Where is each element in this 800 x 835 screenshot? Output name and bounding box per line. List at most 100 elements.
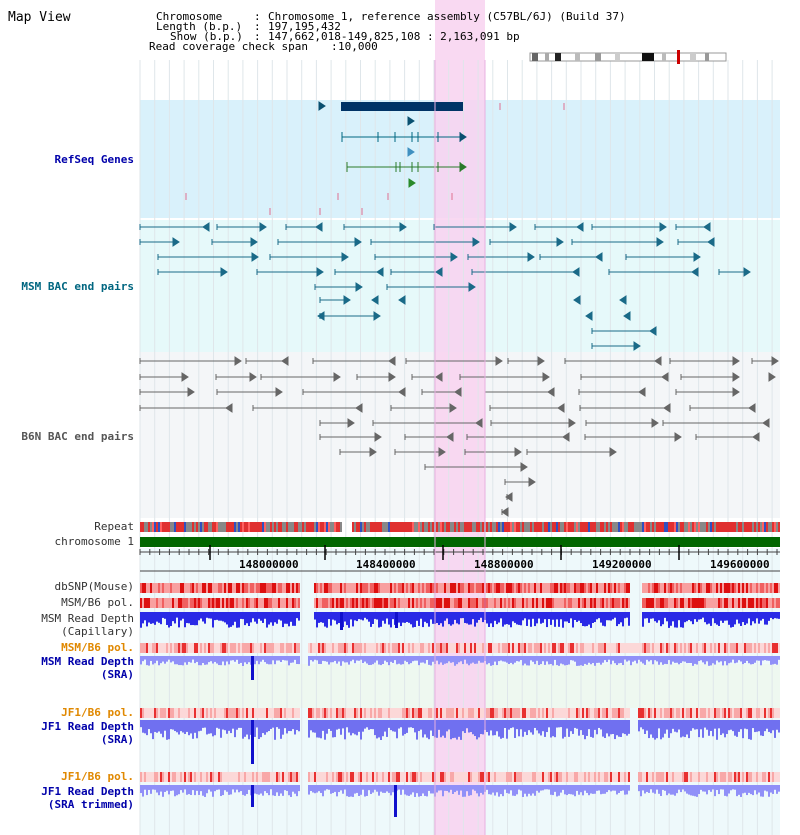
- depth-bar: [594, 785, 596, 794]
- polymorphism-segment: [724, 708, 726, 718]
- polymorphism-segment: [396, 598, 398, 608]
- polymorphism-segment: [336, 772, 338, 782]
- polymorphism-segment: [534, 708, 536, 718]
- polymorphism-segment: [622, 772, 624, 782]
- polymorphism-segment: [772, 772, 774, 782]
- depth-bar: [140, 656, 142, 665]
- bac-end-arrow-icon: [527, 252, 535, 262]
- depth-bar: [728, 785, 730, 794]
- polymorphism-segment: [404, 583, 406, 593]
- depth-bar: [678, 720, 680, 730]
- repeat-segment: [600, 522, 602, 532]
- polymorphism-segment: [518, 772, 520, 782]
- depth-bar: [298, 785, 300, 792]
- depth-bar: [448, 720, 450, 730]
- depth-bar: [416, 612, 418, 621]
- depth-bar: [294, 720, 296, 735]
- show-value: 147,662,018-149,825,108 : 2,163,091 bp: [268, 30, 520, 43]
- bac-end-arrow-icon: [693, 252, 701, 262]
- polymorphism-segment: [296, 708, 298, 718]
- polymorphism-segment: [660, 583, 662, 593]
- depth-bar: [184, 785, 186, 790]
- polymorphism-segment: [648, 772, 650, 782]
- polymorphism-segment: [612, 708, 614, 718]
- depth-bar: [534, 656, 536, 665]
- polymorphism-segment: [584, 643, 586, 653]
- depth-bar: [746, 612, 748, 624]
- polymorphism-segment: [382, 772, 384, 782]
- polymorphism-segment: [658, 708, 660, 718]
- depth-bar: [292, 656, 294, 663]
- polymorphism-segment: [706, 598, 708, 608]
- depth-bar: [208, 656, 210, 663]
- polymorphism-segment: [200, 583, 202, 593]
- repeat-segment: [372, 522, 374, 532]
- depth-bar: [346, 785, 348, 797]
- polymorphism-segment: [284, 772, 286, 782]
- depth-bar: [612, 612, 614, 620]
- polymorphism-segment: [486, 583, 488, 593]
- depth-bar: [390, 785, 392, 796]
- polymorphism-segment: [388, 643, 390, 653]
- depth-bar: [646, 785, 648, 792]
- polymorphism-segment: [492, 583, 494, 593]
- depth-bar: [704, 720, 706, 728]
- depth-bar: [376, 656, 378, 661]
- polymorphism-segment: [600, 772, 602, 782]
- depth-bar: [562, 612, 564, 628]
- depth-bar: [404, 656, 406, 661]
- bac-end-arrow-icon: [520, 462, 528, 472]
- polymorphism-segment: [246, 708, 248, 718]
- depth-bar: [182, 656, 184, 666]
- polymorphism-segment: [674, 598, 676, 608]
- depth-bar: [708, 656, 710, 666]
- depth-bar: [436, 785, 438, 793]
- depth-bar: [324, 720, 326, 740]
- depth-bar: [232, 656, 234, 661]
- polymorphism-segment: [380, 598, 382, 608]
- b6n-bac-end-pairs-label[interactable]: B6N BAC end pairs: [21, 430, 134, 443]
- polymorphism-segment: [140, 772, 142, 782]
- depth-bar: [602, 785, 604, 794]
- polymorphism-segment: [708, 583, 710, 593]
- depth-bar: [556, 656, 558, 666]
- polymorphism-segment: [148, 643, 150, 653]
- polymorphism-segment: [774, 598, 776, 608]
- polymorphism-segment: [190, 598, 192, 608]
- repeat-segment: [770, 522, 772, 532]
- depth-bar: [726, 612, 728, 621]
- polymorphism-segment: [754, 598, 756, 608]
- depth-bar: [560, 656, 562, 664]
- depth-bar: [518, 656, 520, 662]
- polymorphism-segment: [154, 583, 156, 593]
- repeat-segment: [306, 522, 308, 532]
- polymorphism-segment: [176, 772, 178, 782]
- polymorphism-segment: [228, 583, 230, 593]
- polymorphism-segment: [470, 772, 472, 782]
- depth-bar: [704, 612, 706, 623]
- msm-bac-end-pairs-label[interactable]: MSM BAC end pairs: [21, 280, 134, 293]
- polymorphism-segment: [448, 772, 450, 782]
- depth-bar: [362, 720, 364, 732]
- depth-bar: [574, 612, 576, 620]
- depth-bar: [654, 720, 656, 740]
- polymorphism-segment: [730, 643, 732, 653]
- polymorphism-segment: [164, 598, 166, 608]
- polymorphism-segment: [574, 708, 576, 718]
- depth-bar: [626, 656, 628, 662]
- repeat-segment: [552, 522, 554, 532]
- depth-bar: [628, 720, 630, 734]
- polymorphism-segment: [596, 598, 598, 608]
- repeat-segment: [522, 522, 524, 532]
- depth-bar: [738, 612, 740, 624]
- polymorphism-segment: [656, 708, 658, 718]
- polymorphism-segment: [504, 643, 506, 653]
- refseq-genes-label[interactable]: RefSeq Genes: [54, 153, 134, 166]
- polymorphism-segment: [360, 598, 362, 608]
- polymorphism-segment: [678, 583, 680, 593]
- bac-end-arrow-icon: [472, 237, 480, 247]
- polymorphism-segment: [170, 772, 172, 782]
- depth-bar: [224, 720, 226, 731]
- polymorphism-segment: [498, 598, 500, 608]
